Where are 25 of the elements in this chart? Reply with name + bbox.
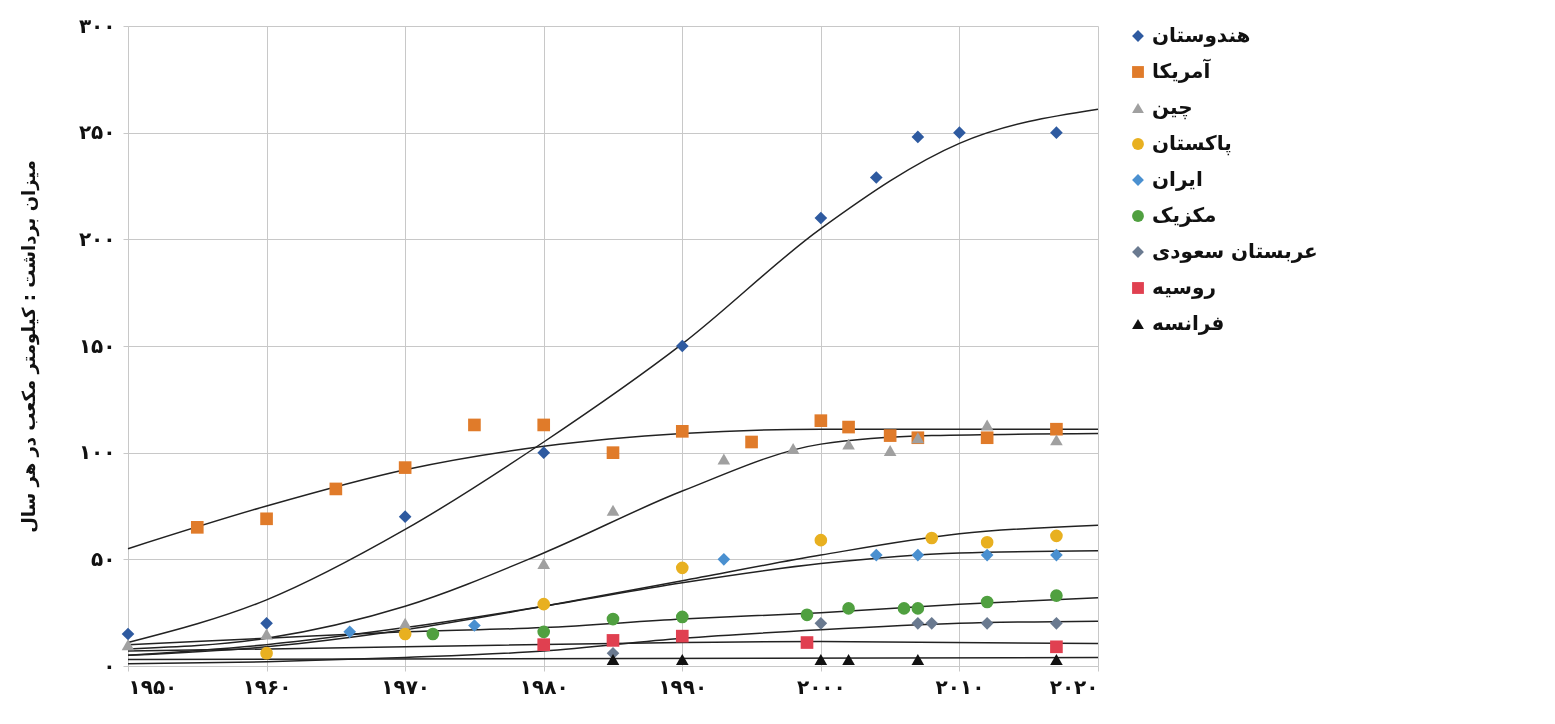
legend-label: آمریکا (1152, 58, 1212, 83)
y-tick-label: ۵۰ (91, 546, 116, 571)
legend-label: روسیه (1152, 275, 1216, 299)
y-tick-label: ۲۵۰ (78, 120, 116, 145)
legend-label: مکزیک (1152, 203, 1217, 227)
y-tick-label: ۳۰۰ (78, 13, 116, 38)
legend-label: ایران (1152, 167, 1203, 191)
x-tick-label: ۱۹۶۰ (242, 674, 292, 699)
legend-label: هندوستان (1152, 23, 1251, 47)
legend-label: پاکستان (1152, 131, 1232, 156)
y-tick-label: ۰ (103, 653, 116, 678)
y-tick-label: ۲۰۰ (78, 226, 116, 251)
legend-label: عربستان سعودی (1152, 239, 1318, 263)
y-tick-label: ۱۰۰ (78, 440, 116, 465)
y-axis-title: میزان برداشت : کیلومتر مکعب در هر سال (17, 160, 40, 533)
legend-label: چین (1152, 95, 1193, 120)
x-tick-label: ۱۹۷۰ (381, 674, 431, 699)
x-tick-label: ۱۹۵۰ (128, 674, 178, 699)
x-tick-label: ۲۰۱۰ (935, 674, 985, 699)
y-tick-label: ۱۵۰ (78, 333, 116, 358)
legend-label: فرانسه (1152, 311, 1225, 335)
x-tick-label: ۲۰۲۰ (1049, 674, 1099, 699)
x-tick-label: ۱۹۹۰ (658, 674, 708, 699)
x-tick-label: ۱۹۸۰ (519, 674, 569, 699)
x-tick-label: ۲۰۰۰ (796, 674, 846, 699)
